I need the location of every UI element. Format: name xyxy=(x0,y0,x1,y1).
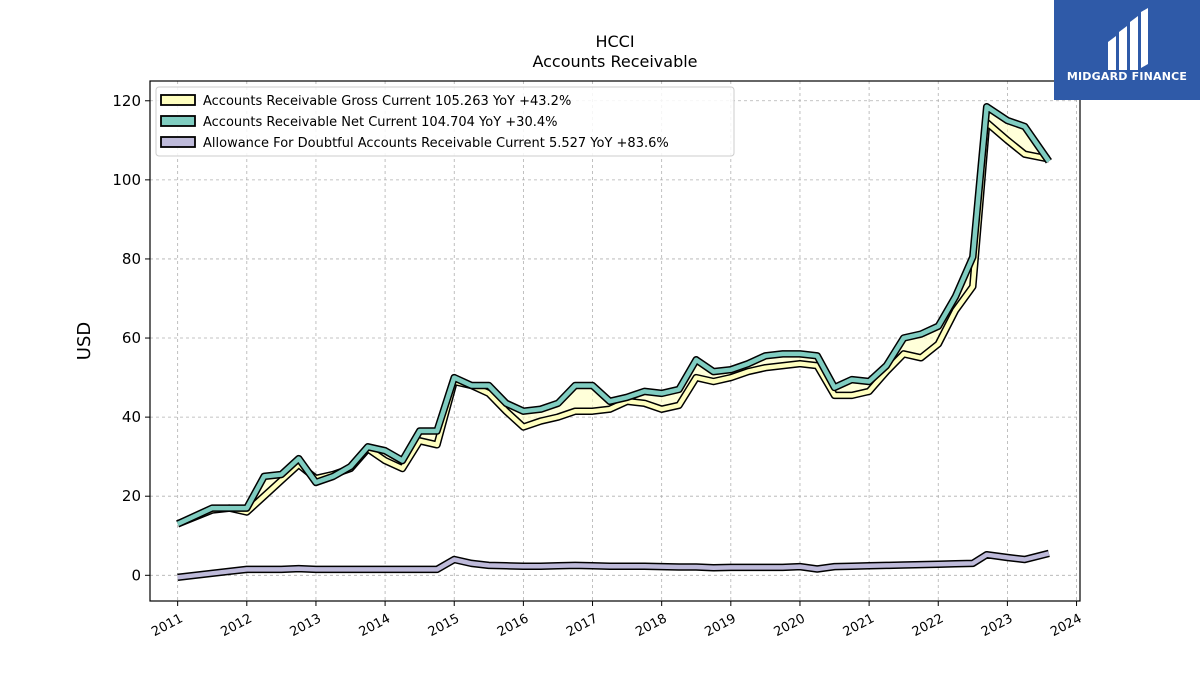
legend-label: Accounts Receivable Net Current 104.704 … xyxy=(203,115,558,130)
series-line-2 xyxy=(177,551,1050,580)
series-lines xyxy=(176,102,1052,582)
x-tick-label: 2012 xyxy=(218,611,254,640)
midgard-logo-icon xyxy=(1108,8,1148,70)
x-tick-label: 2013 xyxy=(288,611,324,640)
x-tick-label: 2022 xyxy=(910,611,946,640)
chart-subtitle: Accounts Receivable xyxy=(532,52,697,71)
legend-swatch xyxy=(160,136,196,148)
x-tick-label: 2017 xyxy=(564,611,600,640)
y-tick-label: 0 xyxy=(131,566,141,584)
x-tick-label: 2018 xyxy=(633,611,669,640)
series-line-1 xyxy=(176,104,1051,526)
x-tick-label: 2014 xyxy=(357,611,393,640)
legend-label: Accounts Receivable Gross Current 105.26… xyxy=(203,94,571,109)
x-tick-label: 2016 xyxy=(495,611,531,640)
y-tick-label: 60 xyxy=(122,329,141,347)
y-tick-label: 100 xyxy=(112,171,141,189)
legend-box xyxy=(155,86,735,157)
y-tick-label: 20 xyxy=(122,487,141,505)
x-axis-ticks: 2011 2012 2013 2014 2015 2016 2017 2018 2019 2020… xyxy=(149,601,1084,640)
chart-title: HCCI xyxy=(595,32,634,51)
x-tick-label: 2020 xyxy=(772,611,808,640)
series-line-0 xyxy=(176,120,1050,526)
series-fills xyxy=(177,106,1049,524)
x-tick-label: 2024 xyxy=(1048,611,1084,640)
y-tick-label: 40 xyxy=(122,408,141,426)
y-tick-label: 80 xyxy=(122,250,141,268)
x-tick-label: 2023 xyxy=(979,611,1015,640)
legend: Accounts Receivable Gross Current 105.26… xyxy=(155,86,735,157)
series-line-0-outline xyxy=(176,118,1050,528)
y-axis-ticks: 0 20 40 60 80 100 120 xyxy=(112,92,150,584)
legend-label: Allowance For Doubtful Accounts Receivab… xyxy=(203,136,669,151)
y-tick-label: 120 xyxy=(112,92,141,110)
legend-swatch xyxy=(160,94,196,106)
brand-name: MIDGARD FINANCE xyxy=(1066,70,1188,83)
series-line-1-outline xyxy=(176,102,1052,528)
plot-frame xyxy=(149,80,1081,602)
x-tick-label: 2011 xyxy=(149,611,185,640)
brand-logo: MIDGARD FINANCE xyxy=(1054,0,1200,100)
x-tick-label: 2021 xyxy=(841,611,877,640)
x-tick-label: 2019 xyxy=(702,611,738,640)
grid xyxy=(150,81,1080,601)
gross-net-fill xyxy=(177,106,1049,524)
legend-swatch xyxy=(160,115,196,127)
y-axis-label: USD xyxy=(74,322,95,360)
x-tick-label: 2015 xyxy=(426,611,462,640)
